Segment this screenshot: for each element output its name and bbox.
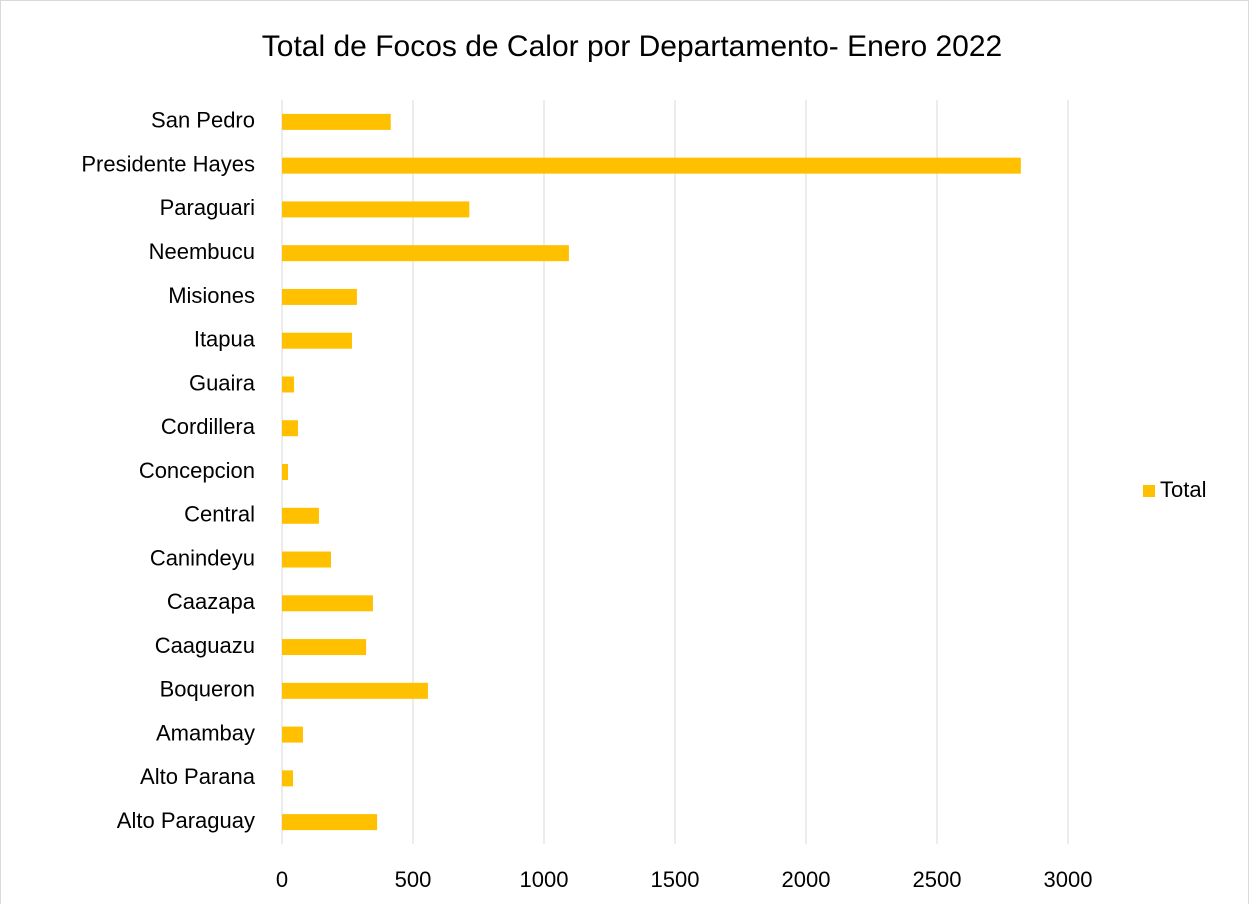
y-tick-label: Misiones bbox=[168, 283, 255, 308]
y-tick-label: Concepcion bbox=[139, 458, 255, 483]
legend-swatch bbox=[1143, 485, 1155, 497]
x-tick-label: 2000 bbox=[782, 867, 831, 892]
y-tick-label: Boqueron bbox=[160, 677, 255, 702]
x-tick-label: 0 bbox=[276, 867, 288, 892]
bar bbox=[282, 245, 569, 262]
x-tick-label: 2500 bbox=[913, 867, 962, 892]
y-tick-label: Alto Parana bbox=[140, 764, 256, 789]
bar bbox=[282, 376, 295, 393]
x-tick-label: 3000 bbox=[1044, 867, 1093, 892]
y-tick-label: Alto Paraguay bbox=[117, 808, 255, 833]
bar bbox=[282, 113, 391, 130]
bar bbox=[282, 420, 298, 437]
bar bbox=[282, 464, 289, 480]
bar bbox=[282, 332, 352, 349]
y-tick-label: San Pedro bbox=[151, 108, 255, 133]
x-tick-label: 1500 bbox=[651, 867, 700, 892]
y-tick-label: Guaira bbox=[189, 370, 256, 395]
y-tick-label: Central bbox=[184, 502, 255, 527]
bar bbox=[282, 288, 357, 305]
bar bbox=[282, 726, 303, 743]
y-tick-label: Presidente Hayes bbox=[81, 151, 255, 176]
y-tick-label: Canindeyu bbox=[150, 545, 255, 570]
y-tick-label: Cordillera bbox=[161, 414, 256, 439]
y-tick-label: Caaguazu bbox=[155, 633, 255, 658]
bar bbox=[282, 770, 294, 787]
chart-title: Total de Focos de Calor por Departamento… bbox=[262, 30, 1002, 63]
y-tick-label: Caazapa bbox=[167, 589, 256, 614]
x-tick-label: 500 bbox=[395, 867, 432, 892]
bar bbox=[282, 682, 428, 699]
y-tick-label: Neembucu bbox=[149, 239, 255, 264]
bar bbox=[282, 551, 331, 568]
bar bbox=[282, 157, 1021, 174]
bar bbox=[282, 639, 367, 656]
bar bbox=[282, 201, 470, 218]
bar bbox=[282, 507, 319, 524]
y-tick-label: Itapua bbox=[194, 327, 256, 352]
legend-label: Total bbox=[1160, 477, 1206, 502]
y-tick-label: Amambay bbox=[156, 720, 255, 745]
x-tick-label: 1000 bbox=[520, 867, 569, 892]
y-tick-label: Paraguari bbox=[160, 195, 255, 220]
bar bbox=[282, 595, 373, 612]
bar bbox=[282, 814, 378, 831]
